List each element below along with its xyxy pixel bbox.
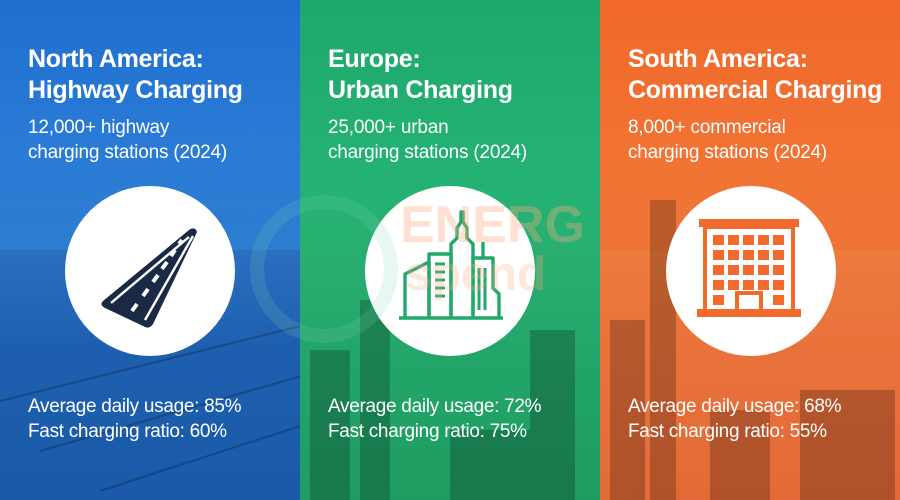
panel-title: Europe: Urban Charging bbox=[328, 44, 513, 106]
title-line-2: Highway Charging bbox=[28, 76, 243, 104]
city-skyline-icon bbox=[399, 210, 503, 320]
stat-average-daily-usage: Average daily usage: 72% bbox=[328, 396, 542, 417]
subtitle-line-1: 25,000+ urban bbox=[328, 117, 449, 138]
panel-stats: Average daily usage: 72% Fast charging r… bbox=[328, 394, 542, 444]
icon-circle bbox=[365, 186, 535, 356]
stat-fast-charging-ratio: Fast charging ratio: 75% bbox=[328, 421, 527, 442]
panel-south-america: South America: Commercial Charging 8,000… bbox=[600, 0, 900, 500]
panel-subtitle: 8,000+ commercial charging stations (202… bbox=[628, 115, 827, 165]
icon-circle bbox=[65, 186, 235, 356]
highway-road-icon bbox=[101, 228, 197, 328]
title-line-2: Commercial Charging bbox=[628, 76, 883, 104]
subtitle-line-1: 8,000+ commercial bbox=[628, 117, 786, 138]
subtitle-line-1: 12,000+ highway bbox=[28, 117, 170, 138]
panel-title: South America: Commercial Charging bbox=[628, 44, 882, 106]
panel-europe: Europe: Urban Charging 25,000+ urban cha… bbox=[300, 0, 600, 500]
title-line-1: Europe: bbox=[328, 45, 421, 73]
subtitle-line-2: charging stations (2024) bbox=[628, 142, 828, 163]
panel-title: North America: Highway Charging bbox=[28, 44, 243, 106]
stat-fast-charging-ratio: Fast charging ratio: 55% bbox=[628, 421, 827, 442]
stat-average-daily-usage: Average daily usage: 85% bbox=[28, 396, 242, 417]
subtitle-line-2: charging stations (2024) bbox=[28, 142, 228, 163]
title-line-1: North America: bbox=[28, 45, 204, 73]
title-line-1: South America: bbox=[628, 45, 808, 73]
panel-north-america: North America: Highway Charging 12,000+ … bbox=[0, 0, 300, 500]
panel-stats: Average daily usage: 68% Fast charging r… bbox=[628, 394, 842, 444]
panel-subtitle: 25,000+ urban charging stations (2024) bbox=[328, 115, 527, 165]
panel-subtitle: 12,000+ highway charging stations (2024) bbox=[28, 115, 227, 165]
office-building-icon bbox=[697, 219, 801, 317]
city-photo-texture bbox=[300, 250, 600, 500]
icon-circle bbox=[666, 186, 836, 356]
subtitle-line-2: charging stations (2024) bbox=[328, 142, 528, 163]
stat-average-daily-usage: Average daily usage: 68% bbox=[628, 396, 842, 417]
title-line-2: Urban Charging bbox=[328, 76, 513, 104]
panel-stats: Average daily usage: 85% Fast charging r… bbox=[28, 394, 242, 444]
stat-fast-charging-ratio: Fast charging ratio: 60% bbox=[28, 421, 227, 442]
city-photo-texture bbox=[600, 200, 900, 500]
